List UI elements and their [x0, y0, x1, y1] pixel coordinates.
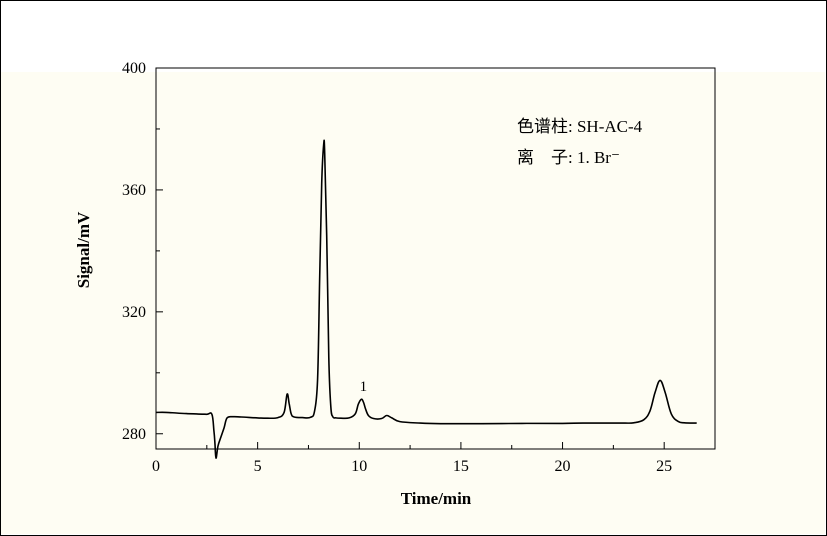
peak-label: 1 [360, 379, 368, 395]
legend-column-text: 色谱柱: SH-AC-4 [517, 117, 643, 136]
y-tick-label: 400 [122, 60, 146, 77]
x-axis-label: Time/min [401, 489, 472, 508]
y-tick-labels: 280 320 360 400 [122, 60, 146, 443]
x-tick-label: 25 [656, 458, 672, 475]
x-tick-label: 10 [351, 458, 367, 475]
signal-trace [155, 139, 697, 459]
x-tick-label: 5 [254, 458, 262, 475]
axis-ticks [155, 67, 665, 449]
plot-background [1, 72, 825, 534]
y-axis-label: Signal/mV [74, 211, 93, 288]
x-tick-label: 15 [453, 458, 469, 475]
y-tick-label: 320 [122, 304, 146, 321]
peak-annotations: 1 [360, 379, 368, 395]
legend-ion-text: 离 子: 1. Br⁻ [517, 148, 620, 167]
x-tick-label: 20 [555, 458, 571, 475]
y-tick-label: 280 [122, 426, 146, 443]
y-tick-label: 360 [122, 182, 146, 199]
x-tick-label: 0 [152, 458, 160, 475]
plot-area-frame [155, 67, 716, 450]
x-tick-labels: 0 5 10 15 20 25 [152, 458, 672, 475]
